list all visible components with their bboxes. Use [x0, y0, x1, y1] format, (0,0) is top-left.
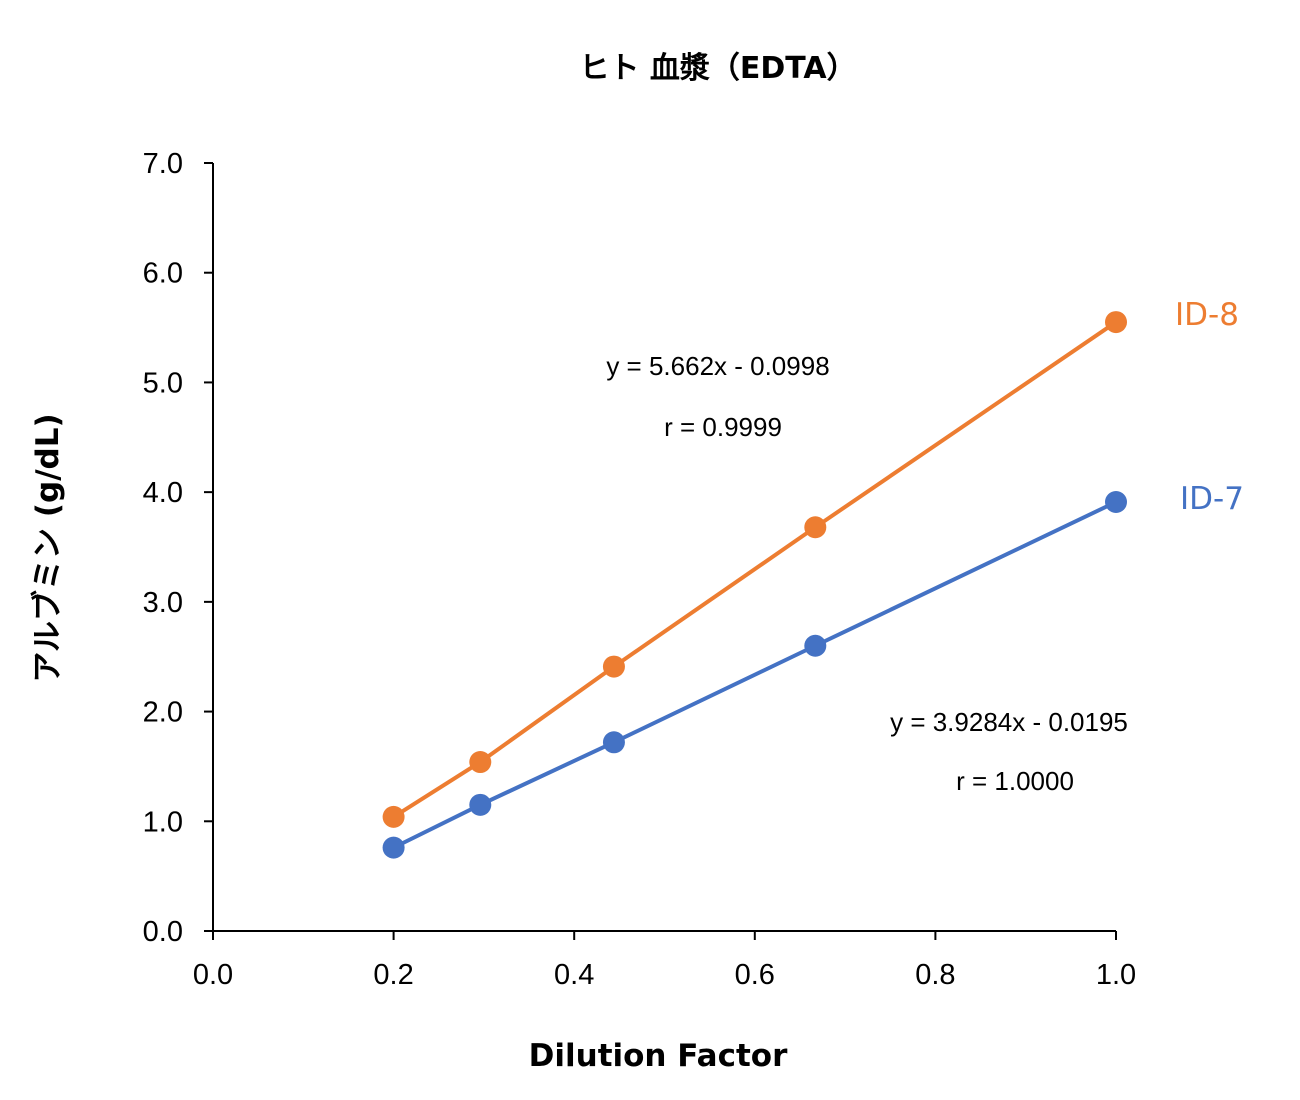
- y-tick-label: 0.0: [143, 916, 183, 948]
- data-point-id-7: [469, 793, 492, 816]
- y-axis-label: アルブミン (g/dL): [30, 413, 66, 682]
- y-tick-label: 7.0: [143, 148, 183, 180]
- data-point-id-7: [804, 634, 827, 657]
- y-tick-label: 6.0: [143, 258, 183, 290]
- y-tick-label: 1.0: [143, 806, 183, 838]
- x-axis-label: Dilution Factor: [529, 1038, 788, 1074]
- chart-title: ヒト 血漿（EDTA）: [579, 51, 856, 86]
- data-point-id-7: [1105, 491, 1127, 514]
- data-point-id-7: [382, 836, 405, 859]
- x-tick-label: 0.2: [373, 959, 413, 991]
- equation-id-8: y = 5.662x - 0.0998: [606, 351, 829, 381]
- y-tick-label: 3.0: [143, 587, 183, 619]
- x-tick-label: 0.0: [193, 959, 233, 991]
- data-point-id-8: [804, 516, 827, 539]
- x-tick-label: 0.4: [554, 959, 594, 991]
- x-tick-label: 0.6: [735, 959, 775, 991]
- y-tick-label: 5.0: [143, 367, 183, 399]
- x-tick-label: 1.0: [1096, 959, 1136, 991]
- y-tick-label: 4.0: [143, 477, 183, 509]
- data-point-id-8: [1105, 311, 1127, 334]
- series-line-id-8: [392, 320, 1118, 819]
- equation-id-7: y = 3.9284x - 0.0195: [890, 707, 1128, 737]
- series-label-id-8: ID-8: [1175, 297, 1239, 333]
- data-point-id-8: [382, 805, 405, 828]
- y-tick-label: 2.0: [143, 697, 183, 729]
- data-point-id-8: [602, 655, 625, 678]
- r-id-7: r = 1.0000: [956, 766, 1074, 796]
- x-tick-label: 0.8: [915, 959, 955, 991]
- data-point-id-7: [602, 731, 625, 754]
- series-label-id-7: ID-7: [1180, 481, 1244, 517]
- r-id-8: r = 0.9999: [664, 412, 782, 442]
- data-point-id-8: [469, 751, 492, 774]
